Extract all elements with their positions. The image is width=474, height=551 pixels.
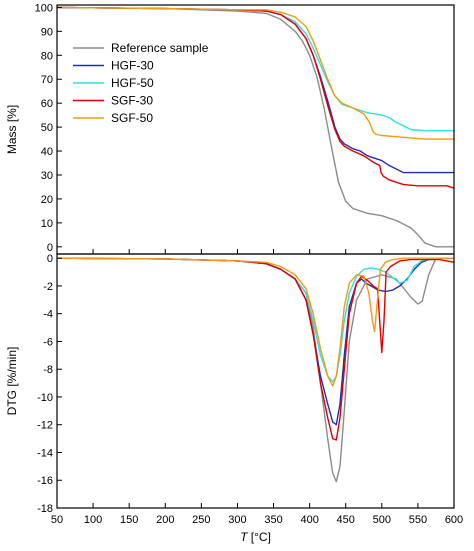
x-axis-label-unit: [°C] — [247, 530, 270, 544]
legend-label-0: Reference sample — [111, 41, 209, 55]
x-tick-label: 300 — [228, 514, 246, 526]
dtg-series-line-0 — [56, 257, 454, 483]
x-tick-label: 350 — [264, 514, 282, 526]
mass-series-lines — [56, 6, 455, 248]
mass-y-axis-label: Mass [%] — [5, 105, 19, 154]
dtg-y-axis-label: DTG [%/min] — [5, 347, 19, 416]
mass-series-line-1 — [56, 6, 454, 174]
dtg-series-lines — [56, 257, 455, 483]
mass-y-tick-label: 80 — [41, 50, 53, 62]
dtg-y-tick-label: -6 — [43, 336, 53, 348]
dtg-series-line-4 — [56, 257, 454, 387]
dtg-y-tick-label: -16 — [37, 475, 53, 487]
mass-axis-ticks: 0 10 20 30 40 50 60 70 80 90 100 — [35, 2, 455, 254]
x-tick-label: 500 — [373, 514, 391, 526]
legend-label-1: HGF-30 — [111, 59, 154, 73]
dtg-plot-frame — [56, 253, 455, 509]
dtg-y-tick-label: -8 — [43, 364, 53, 376]
x-tick-label: 200 — [156, 514, 174, 526]
x-tick-label: 50 — [51, 514, 63, 526]
dtg-y-tick-label: -14 — [37, 447, 53, 459]
mass-series-line-4 — [56, 6, 454, 140]
legend-label-3: SGF-30 — [111, 94, 153, 108]
dtg-y-tick-label: -12 — [37, 420, 53, 432]
dtg-y-tick-label: 0 — [47, 253, 53, 265]
mass-y-tick-label: 10 — [41, 218, 53, 230]
temperature-x-axis-label: T [°C] — [240, 530, 271, 544]
mass-y-tick-label: 0 — [47, 242, 53, 254]
dtg-y-tick-label: -2 — [43, 281, 53, 293]
dtg-series-line-1 — [56, 257, 454, 426]
mass-y-tick-label: 20 — [41, 194, 53, 206]
mass-series-line-3 — [56, 6, 455, 189]
x-tick-label: 450 — [337, 514, 355, 526]
mass-y-tick-label: 50 — [41, 122, 53, 134]
x-tick-label: 400 — [300, 514, 318, 526]
dtg-series-line-3 — [56, 257, 455, 441]
x-tick-label: 250 — [192, 514, 210, 526]
x-tick-label: 100 — [84, 514, 102, 526]
mass-series-line-0 — [56, 6, 454, 248]
dtg-series-line-2 — [56, 257, 454, 383]
mass-y-tick-label: 30 — [41, 170, 53, 182]
legend-label-2: HGF-50 — [111, 76, 154, 90]
x-tick-label: 150 — [120, 514, 138, 526]
mass-y-tick-label: 60 — [41, 98, 53, 110]
x-tick-label: 550 — [409, 514, 427, 526]
x-tick-label: 600 — [445, 514, 463, 526]
mass-y-tick-label: 70 — [41, 74, 53, 86]
mass-y-tick-label: 40 — [41, 146, 53, 158]
chart-legend: Reference sample HGF-30 HGF-50 SGF-30 SGF-50 — [73, 41, 209, 125]
dtg-y-tick-label: -4 — [43, 309, 53, 321]
x-axis-label-variable: T — [240, 530, 249, 544]
dtg-y-tick-label: -18 — [37, 503, 53, 515]
mass-y-tick-label: 100 — [35, 2, 53, 14]
legend-label-4: SGF-50 — [111, 111, 153, 125]
mass-y-tick-label: 90 — [41, 26, 53, 38]
mass-panel: 0 10 20 30 40 50 60 70 80 90 100 Mass [%] Referenc… — [5, 2, 455, 255]
dtg-y-tick-label: -10 — [37, 392, 53, 404]
